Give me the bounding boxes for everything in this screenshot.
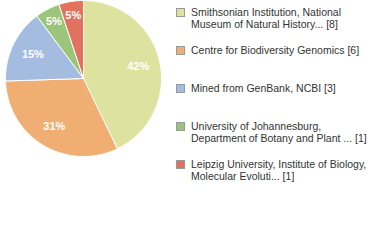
svg-text:5%: 5%	[46, 15, 62, 27]
html-text:University of Johannesburg, De: University of Johannesburg, Department o…	[191, 120, 367, 144]
html-text:Smithsonian Institution, Natio: Smithsonian Institution, National Museum…	[191, 6, 341, 30]
svg-text:15%: 15%	[22, 48, 44, 60]
svg-text:5%: 5%	[65, 9, 81, 21]
svg-text:31%: 31%	[43, 120, 65, 132]
html-text:Centre for Biodiversity Genomi: Centre for Biodiversity Genomics [6]	[191, 44, 360, 56]
svg-text:42%: 42%	[127, 60, 149, 72]
html-text:Mined from GenBank, NCBI [3]: Mined from GenBank, NCBI [3]	[191, 82, 336, 94]
html-text:Leipzig University, Institute: Leipzig University, Institute of Biology…	[191, 158, 367, 182]
